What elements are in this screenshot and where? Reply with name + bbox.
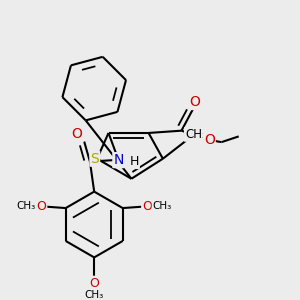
Text: O: O (37, 200, 46, 213)
Text: H: H (130, 155, 139, 168)
Text: O: O (189, 95, 200, 109)
Text: CH₃: CH₃ (185, 128, 207, 141)
Text: CH₃: CH₃ (85, 290, 104, 300)
Text: N: N (113, 153, 124, 167)
Text: CH₃: CH₃ (153, 201, 172, 211)
Text: O: O (142, 200, 152, 213)
Text: CH₃: CH₃ (16, 201, 36, 211)
Text: O: O (204, 133, 215, 147)
Text: O: O (72, 128, 83, 141)
Text: O: O (89, 277, 99, 290)
Text: S: S (90, 152, 99, 166)
